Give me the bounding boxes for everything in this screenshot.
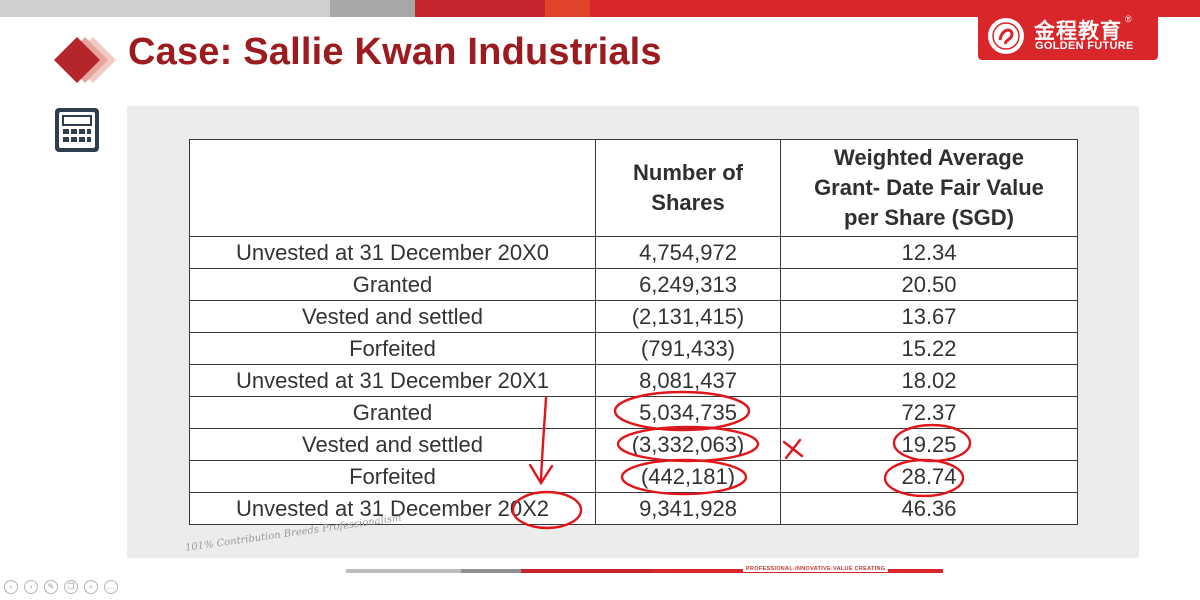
zoom-button[interactable]: ⌕ [84,580,98,594]
shares-cell: 6,249,313 [595,268,781,301]
value-cell: 20.50 [780,268,1078,301]
calculator-icon [55,108,99,152]
shares-cell: 5,034,735 [595,396,781,429]
row-label: Forfeited [189,332,596,365]
table-row: Vested and settled (2,131,415) 13.67 [189,300,1078,333]
row-label: Granted [189,396,596,429]
value-cell: 15.22 [780,332,1078,365]
brand-name-cn: 金程教育 [1034,19,1122,43]
next-slide-button[interactable]: › [24,580,38,594]
header-cell-empty [189,139,596,237]
row-label: Vested and settled [189,428,596,461]
slide-header: Case: Sallie Kwan Industrials [0,17,1200,97]
value-cell: 46.36 [780,492,1078,525]
table-row: Vested and settled (3,332,063) 19.25 [189,428,1078,461]
value-cell: 12.34 [780,236,1078,269]
slides-overview-button[interactable]: ❐ [64,580,78,594]
value-cell: 28.74 [780,460,1078,493]
header-number-of-shares: Number of Shares [595,139,781,237]
table-row: Unvested at 31 December 20X2 9,341,928 46.… [189,492,1078,525]
shares-cell: (2,131,415) [595,300,781,333]
brand-logo: 金程教育 ® GOLDEN FUTURE [978,12,1158,60]
table-row: Unvested at 31 December 20X1 8,081,437 18.… [189,364,1078,397]
table-row: Granted 6,249,313 20.50 [189,268,1078,301]
row-label: Forfeited [189,460,596,493]
more-options-button[interactable]: … [104,580,118,594]
brand-seal-icon [988,18,1024,54]
registered-mark: ® [1125,14,1132,24]
header-weighted-average-value: Weighted Average Grant- Date Fair Value … [780,139,1078,237]
diamond-logo-icon [54,37,116,83]
shares-cell: 9,341,928 [595,492,781,525]
table-header-row: Number of Shares Weighted Average Grant-… [189,139,1078,237]
shares-cell: (3,332,063) [595,428,781,461]
value-cell: 18.02 [780,364,1078,397]
top-color-stripe [0,0,1200,17]
value-cell: 19.25 [780,428,1078,461]
table-row: Granted 5,034,735 72.37 [189,396,1078,429]
shares-cell: 8,081,437 [595,364,781,397]
table-row: Unvested at 31 December 20X0 4,754,972 12.… [189,236,1078,269]
footer-slogan-right: PROFESSIONAL·INNOVATIVE·VALUE CREATING [743,566,889,572]
row-label: Unvested at 31 December 20X1 [189,364,596,397]
brand-name-en: GOLDEN FUTURE [1035,40,1134,52]
row-label: Granted [189,268,596,301]
pen-tool-button[interactable]: ✎ [44,580,58,594]
shares-cell: (442,181) [595,460,781,493]
table-row: Forfeited (442,181) 28.74 [189,460,1078,493]
value-cell: 13.67 [780,300,1078,333]
row-label: Unvested at 31 December 20X0 [189,236,596,269]
page-title: Case: Sallie Kwan Industrials [128,31,662,73]
table-row: Forfeited (791,433) 15.22 [189,332,1078,365]
share-data-table: Number of Shares Weighted Average Grant-… [189,139,1078,525]
shares-cell: (791,433) [595,332,781,365]
player-controls: ‹ › ✎ ❐ ⌕ … [4,580,118,594]
shares-cell: 4,754,972 [595,236,781,269]
value-cell: 72.37 [780,396,1078,429]
row-label: Vested and settled [189,300,596,333]
prev-slide-button[interactable]: ‹ [4,580,18,594]
